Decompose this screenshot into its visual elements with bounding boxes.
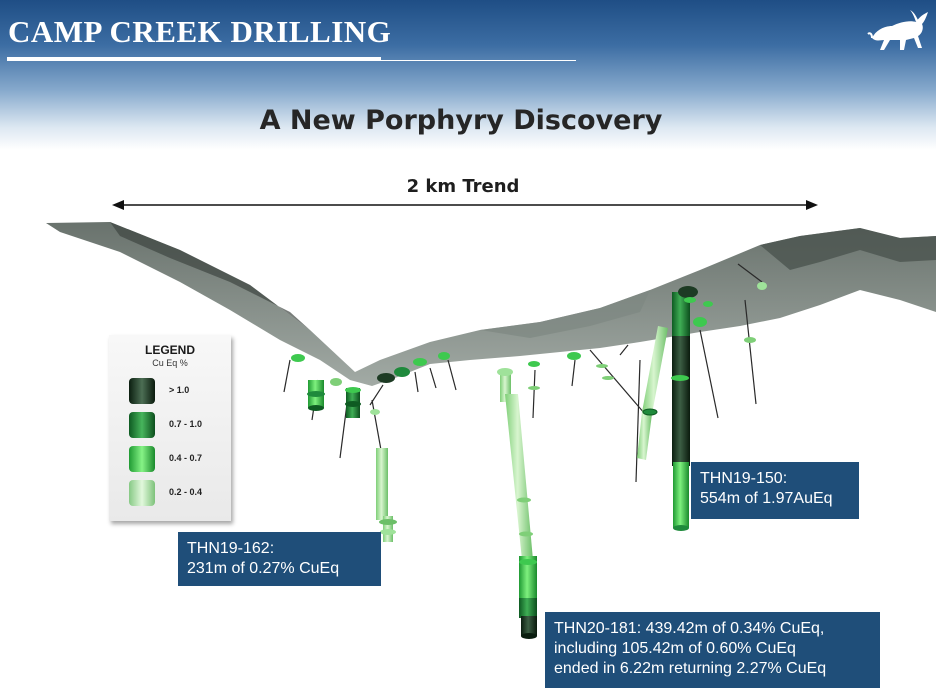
legend-label: > 1.0 [169,385,190,395]
callout-line: including 105.42m of 0.60% CuEq [554,640,796,657]
company-title: CAMP CREEK DRILLING [8,14,392,49]
header-band [0,0,936,150]
trend-double-arrow [112,200,818,210]
legend-item: > 1.0 [129,378,229,404]
title-underline [7,57,381,61]
callout-thn19-150: THN19-150: 554m of 1.97AuEq [691,462,859,519]
drillhole-thn20-181 [497,368,537,639]
terrain-drill-model [46,222,936,639]
legend-title: LEGEND [144,343,195,357]
drillhole-thn19-150 [671,286,707,531]
legend: LEGEND Cu Eq % > 1.0 0.7 - 1.0 0.4 - 0.7… [109,335,231,521]
legend-swatch [129,480,155,506]
shallow-drillholes [291,282,767,418]
legend-swatch [129,378,155,404]
slide-title: A New Porphyry Discovery [259,105,663,136]
callout-line: THN19-162: [187,540,275,557]
callout-thn19-162: THN19-162: 231m of 0.27% CuEq [178,532,381,586]
callout-line: ended in 6.22m returning 2.27% CuEq [554,660,827,677]
legend-swatch [129,412,155,438]
drillhole-angled-light [637,326,668,460]
legend-label: 0.7 - 1.0 [169,419,203,429]
legend-label: 0.4 - 0.7 [169,453,203,463]
callout-line: THN20-181: 439.42m of 0.34% CuEq, [554,620,825,637]
callout-thn20-181: THN20-181: 439.42m of 0.34% CuEq, includ… [545,612,880,688]
callout-line: THN19-150: [700,470,788,487]
legend-item: 0.7 - 1.0 [129,412,229,438]
legend-label: 0.2 - 0.4 [169,487,203,497]
trend-label: 2 km Trend [406,176,520,197]
charging-bull-logo-icon [867,10,928,50]
legend-subtitle: Cu Eq % [152,358,188,368]
drillhole-thn19-162 [370,399,397,542]
title-underline-thin [381,60,576,61]
callout-line: 554m of 1.97AuEq [700,490,833,507]
callout-line: 231m of 0.27% CuEq [187,560,340,577]
legend-item: 0.2 - 0.4 [129,480,229,506]
legend-item: 0.4 - 0.7 [129,446,229,472]
legend-swatch [129,446,155,472]
